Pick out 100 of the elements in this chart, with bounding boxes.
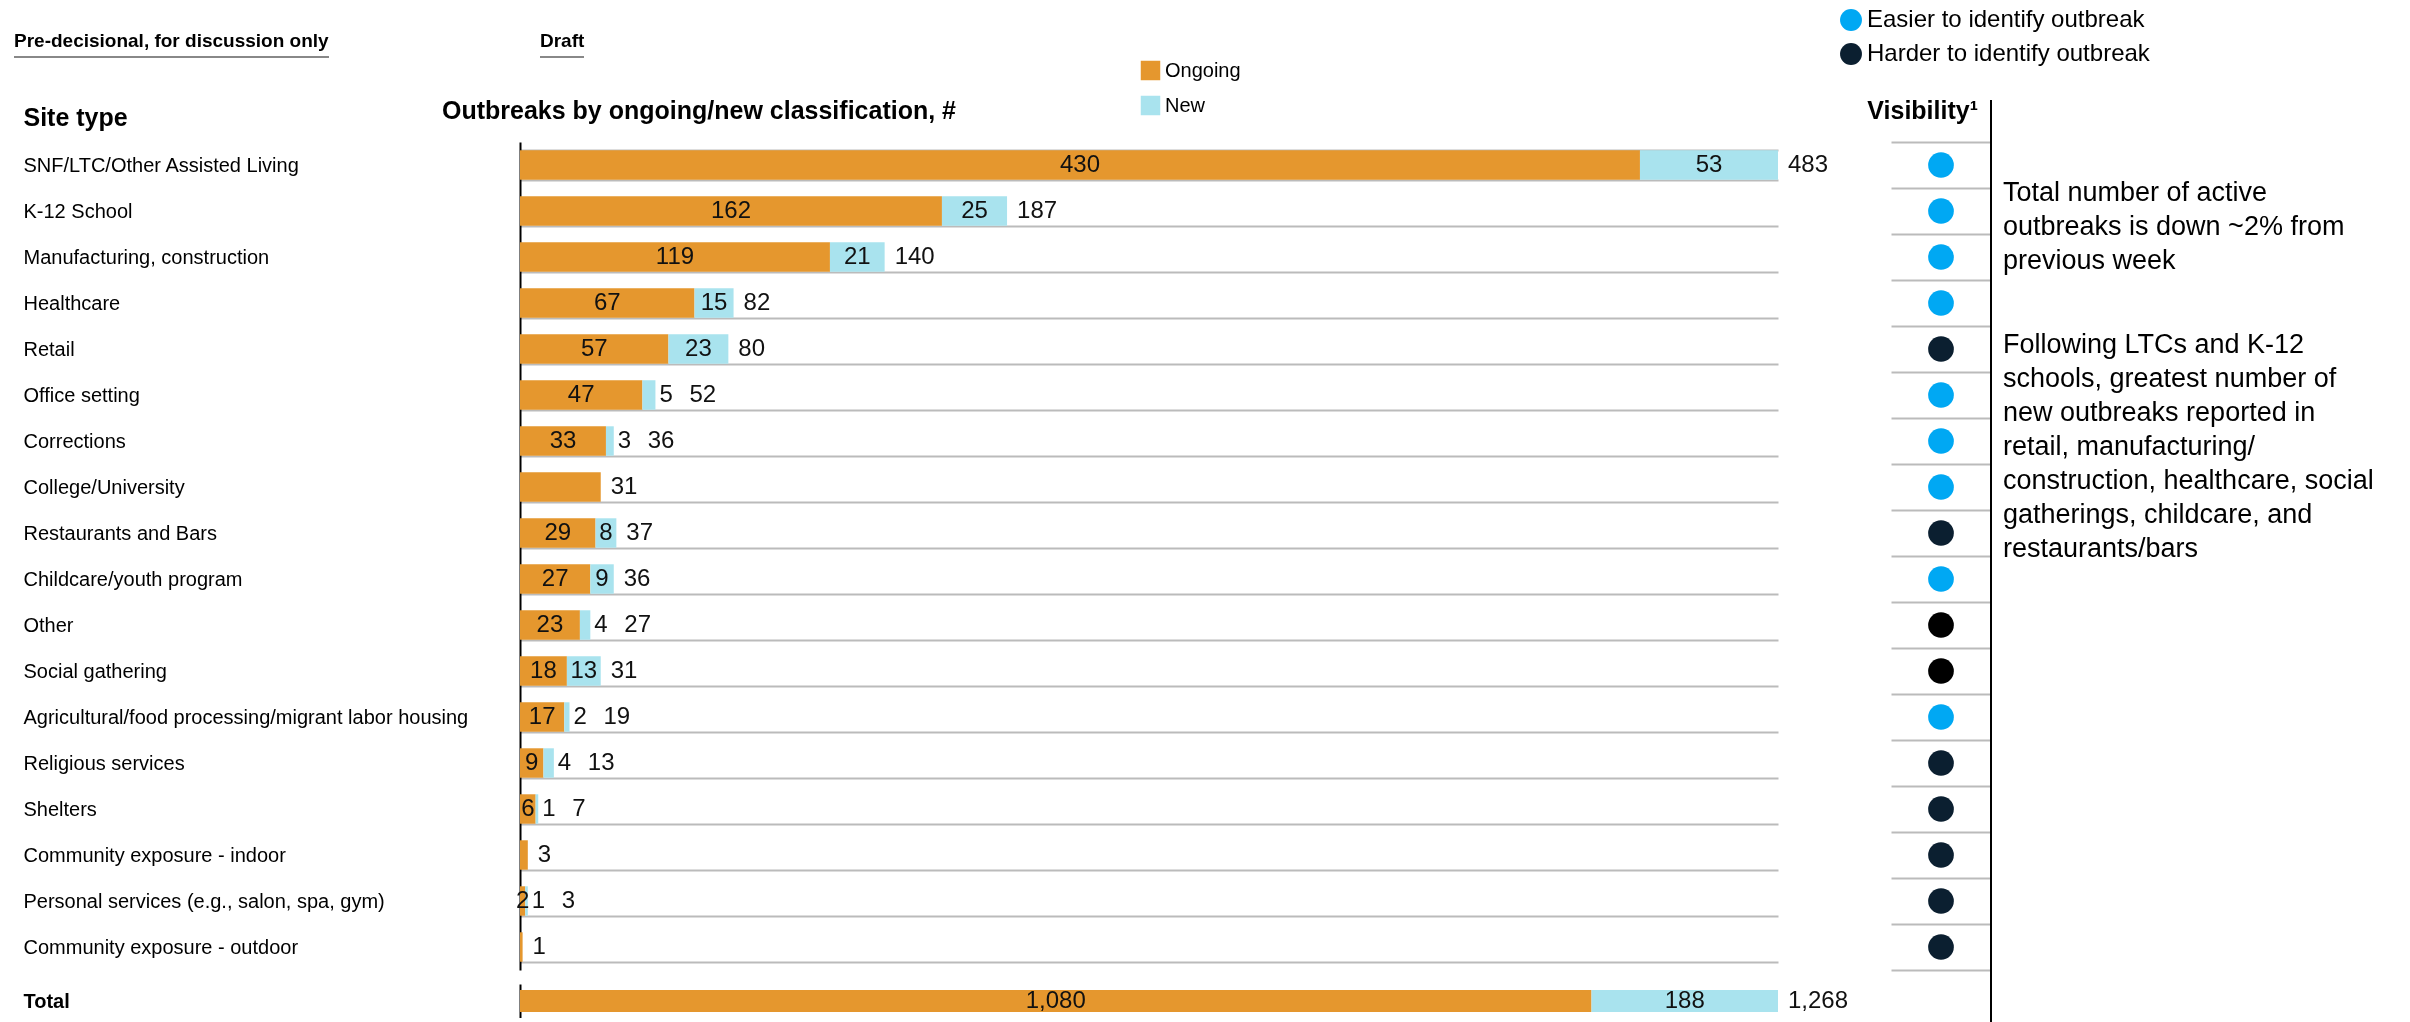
text: Visibility¹ (1867, 96, 1978, 125)
bar (520, 334, 669, 364)
total-label: 82 (743, 288, 771, 315)
total-label: 1,268 (1788, 986, 1849, 1013)
data-label: 27 (541, 564, 569, 591)
data-label: 53 (1695, 150, 1723, 177)
data-label: 2 (573, 702, 587, 729)
y-tick-label: Total (23, 989, 70, 1012)
data-label: 21 (843, 242, 871, 269)
text: Pre-decisional, for discussion only (14, 30, 329, 58)
bar (520, 150, 1640, 180)
y-tick-label: Retail (23, 337, 75, 360)
total-label: 31 (610, 656, 638, 683)
total-label: 483 (1788, 150, 1829, 177)
text: Following LTCs and K-12 schools, greatest number of new outbreaks reported in retail, manufacturing/ construction, healthcare, social gatherings, childcare, and restaurants/bars (2003, 328, 2375, 565)
total-label: 31 (610, 472, 638, 499)
data-label: 1,080 (1025, 986, 1086, 1013)
y-tick-label: Healthcare (23, 291, 121, 314)
bar (579, 610, 591, 640)
bar (520, 288, 695, 318)
y-axis-title: Site type (23, 102, 128, 131)
data-label: 9 (595, 564, 609, 591)
text: Total number of active outbreaks is down ~2% from previous week (2003, 176, 2346, 277)
data-label: 29 (544, 518, 572, 545)
total-label: 37 (626, 518, 654, 545)
bar (520, 932, 523, 962)
text: Harder to identify outbreak (1867, 39, 2151, 66)
data-label: 67 (593, 288, 621, 315)
total-label: 1 (532, 932, 546, 959)
bar (941, 196, 1008, 226)
chart-title: Outbreaks by ongoing/new classification, # (442, 96, 957, 125)
data-label: 57 (580, 334, 608, 361)
bar (520, 472, 601, 502)
y-tick-label: Community exposure - outdoor (23, 935, 299, 958)
y-tick-label: SNF/LTC/Other Assisted Living (23, 153, 299, 176)
text: Draft (540, 30, 585, 58)
total-label: 19 (603, 702, 631, 729)
data-label: 6 (521, 794, 535, 821)
y-tick-label: Religious services (23, 751, 185, 774)
total-label: 3 (561, 886, 576, 913)
bar (520, 380, 643, 410)
y-tick-label: Personal services (e.g., salon, spa, gym) (23, 889, 385, 912)
bar (520, 564, 591, 594)
data-label: 162 (710, 196, 751, 223)
bar (520, 518, 596, 548)
y-tick-label: Agricultural/food processing/migrant labor housing (23, 705, 469, 728)
text: Easier to identify outbreak (1867, 5, 2146, 32)
y-tick-label: Restaurants and Bars (23, 521, 217, 544)
legend-label: Ongoing (1165, 58, 1241, 81)
bar (1639, 150, 1778, 180)
y-tick-label: Manufacturing, construction (23, 245, 270, 268)
total-label: 36 (647, 426, 675, 453)
data-label: 15 (700, 288, 728, 315)
y-tick-label: Office setting (23, 383, 140, 406)
y-tick-label: K-12 School (23, 199, 133, 222)
y-tick-label: Community exposure - indoor (23, 843, 287, 866)
total-label: 187 (1017, 196, 1058, 223)
bar (543, 748, 554, 778)
data-label: 9 (525, 748, 539, 775)
data-label: 8 (599, 518, 613, 545)
data-label: 119 (655, 242, 695, 269)
data-label: 188 (1664, 986, 1705, 1013)
bar (564, 702, 570, 732)
y-tick-label: Shelters (23, 797, 97, 820)
data-label: 13 (570, 656, 598, 683)
data-label: 5 (659, 380, 673, 407)
bar (520, 702, 565, 732)
bar (520, 242, 830, 272)
total-label: 140 (894, 242, 935, 269)
bar (520, 840, 528, 870)
y-tick-label: Other (23, 613, 74, 636)
bar (605, 426, 614, 456)
data-label: 4 (594, 610, 608, 637)
total-label: 3 (537, 840, 552, 867)
data-label: 25 (961, 196, 988, 223)
y-tick-label: Corrections (23, 429, 126, 452)
total-label: 36 (623, 564, 651, 591)
total-label: 7 (572, 794, 586, 821)
legend-label: New (1165, 93, 1206, 116)
data-label: 17 (528, 702, 556, 729)
total-label: 52 (689, 380, 717, 407)
total-label: 80 (738, 334, 766, 361)
bar (829, 242, 885, 272)
data-label: 23 (685, 334, 712, 361)
data-label: 3 (617, 426, 632, 453)
data-label: 1 (542, 794, 556, 821)
data-label: 33 (549, 426, 577, 453)
data-label: 18 (530, 656, 557, 683)
total-label: 27 (624, 610, 652, 637)
total-label: 13 (587, 748, 615, 775)
y-tick-label: College/University (23, 475, 185, 498)
y-tick-label: Childcare/youth program (23, 567, 243, 590)
data-label: 23 (536, 610, 564, 637)
data-label: 4 (557, 748, 572, 775)
bar (520, 196, 942, 226)
data-label: 1 (531, 886, 546, 913)
data-label: 47 (567, 380, 595, 407)
bar (520, 610, 580, 640)
y-tick-label: Social gathering (23, 659, 167, 682)
data-label: 430 (1059, 150, 1100, 177)
